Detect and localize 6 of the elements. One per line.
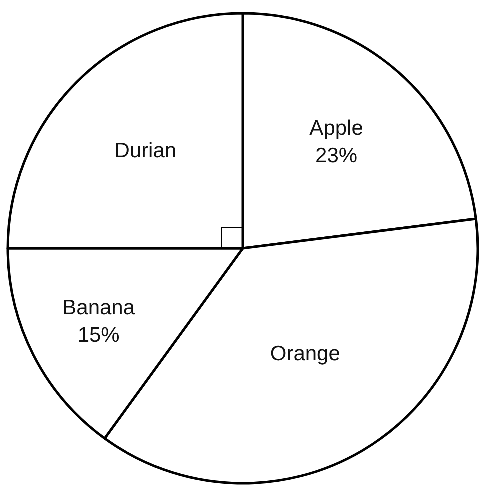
- data-label: 15%: [78, 324, 120, 348]
- slice-label: Banana: [62, 296, 136, 320]
- slice-label: Apple: [310, 117, 364, 140]
- slice-label: Durian: [114, 140, 177, 163]
- slice-label: Orange: [270, 342, 340, 366]
- data-label: 23%: [316, 144, 358, 168]
